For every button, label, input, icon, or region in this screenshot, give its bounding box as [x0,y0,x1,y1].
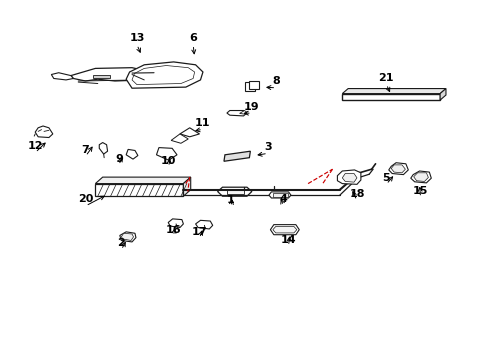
Text: 11: 11 [195,118,210,128]
Polygon shape [342,174,356,182]
Polygon shape [168,219,183,228]
Polygon shape [95,177,190,184]
Text: 20: 20 [78,194,93,204]
Polygon shape [439,89,445,100]
Text: 19: 19 [244,102,259,112]
Polygon shape [126,62,203,88]
Polygon shape [249,81,259,89]
Polygon shape [95,184,183,196]
Polygon shape [239,111,246,114]
Polygon shape [121,233,133,240]
Text: 14: 14 [280,235,296,245]
Polygon shape [132,66,194,85]
Polygon shape [226,111,246,116]
Polygon shape [183,177,190,196]
Text: 9: 9 [115,154,122,164]
Text: 6: 6 [189,33,197,43]
Polygon shape [270,225,299,235]
Polygon shape [272,226,296,233]
Text: 10: 10 [161,156,176,166]
Polygon shape [245,82,255,91]
Text: 12: 12 [27,141,43,151]
Text: 1: 1 [226,195,234,205]
Polygon shape [268,192,290,198]
Text: 2: 2 [117,238,125,248]
Text: 18: 18 [348,189,364,199]
Polygon shape [126,149,138,159]
Polygon shape [410,171,430,183]
Polygon shape [272,193,287,197]
Polygon shape [93,75,110,78]
Polygon shape [413,173,427,181]
Polygon shape [388,163,407,175]
Text: 5: 5 [382,173,389,183]
Polygon shape [51,73,73,80]
Polygon shape [171,134,188,143]
Polygon shape [342,94,439,100]
Polygon shape [217,187,251,196]
Text: 16: 16 [165,225,181,235]
Text: 15: 15 [412,186,427,196]
Text: 7: 7 [81,145,89,155]
Polygon shape [195,220,212,229]
Polygon shape [120,232,136,242]
Polygon shape [156,148,177,160]
Polygon shape [71,68,154,81]
Text: 17: 17 [191,227,207,237]
Text: 8: 8 [272,76,280,86]
Polygon shape [227,189,244,194]
Text: 13: 13 [129,33,144,43]
Polygon shape [180,128,199,137]
Text: 3: 3 [264,142,271,152]
Text: 21: 21 [378,73,393,83]
Polygon shape [342,89,445,94]
Polygon shape [35,126,53,138]
Polygon shape [99,143,107,154]
Polygon shape [224,151,250,161]
Text: 4: 4 [279,194,287,204]
Polygon shape [390,165,405,173]
Polygon shape [337,170,360,184]
